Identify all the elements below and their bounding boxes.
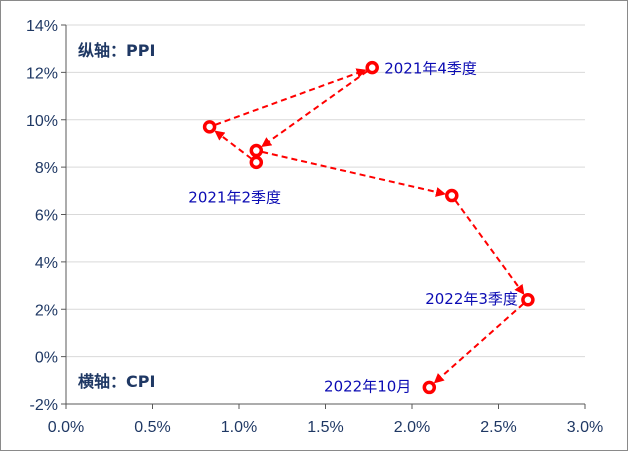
series-arrow-segment (261, 70, 368, 148)
series-arrow-segment (261, 150, 446, 197)
y-tick-label: 14% (26, 18, 58, 35)
x-tick-label: 0.5% (134, 419, 170, 436)
data-point (202, 120, 217, 134)
series-arrow-segment (214, 130, 253, 160)
x-tick-label: 1.0% (221, 419, 257, 436)
series-arrow-segment (433, 303, 525, 384)
series-arrow-segment (454, 199, 525, 295)
x-tick-label: 1.5% (307, 419, 343, 436)
x-tick-label: 2.0% (394, 419, 430, 436)
x-tick-label: 3.0% (567, 419, 603, 436)
y-tick-label: 12% (26, 65, 58, 82)
point-annotation: 2022年3季度 (425, 290, 518, 308)
point-annotation: 2022年10月 (324, 377, 411, 395)
data-point (521, 293, 535, 307)
y-tick-label: 0% (35, 350, 58, 367)
x-tick-label: 0.0% (48, 419, 84, 436)
data-point (422, 380, 437, 395)
data-point (365, 60, 379, 75)
point-annotation: 2021年2季度 (188, 188, 281, 206)
point-annotation: 2021年4季度 (384, 60, 477, 78)
series-arrow-segment (214, 68, 367, 126)
data-point (445, 188, 459, 203)
y-tick-label: 10% (26, 113, 58, 130)
y-tick-label: 4% (35, 255, 58, 272)
y-tick-label: 2% (35, 302, 58, 319)
y-tick-label: 6% (35, 208, 58, 225)
data-point (249, 155, 264, 170)
x-tick-label: 2.5% (480, 419, 516, 436)
y-tick-label: -2% (30, 397, 58, 414)
y-axis-note: 纵轴：PPI (78, 41, 155, 60)
data-point (249, 143, 264, 158)
y-tick-label: 8% (35, 160, 58, 177)
x-axis-note: 横轴：CPI (78, 372, 155, 391)
